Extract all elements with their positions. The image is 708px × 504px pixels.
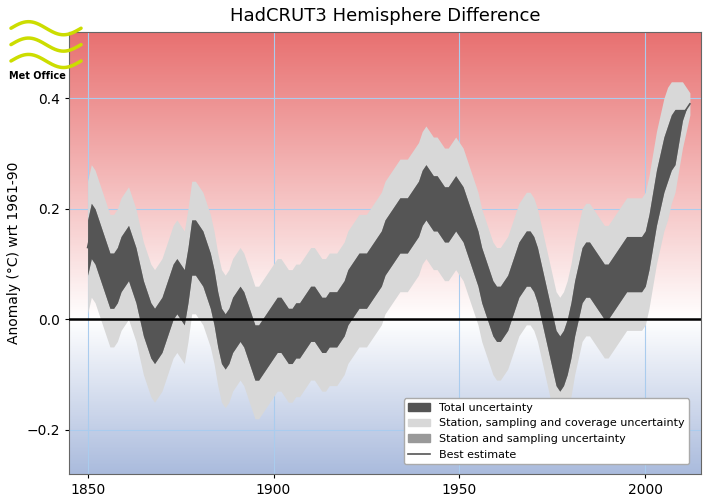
Title: HadCRUT3 Hemisphere Difference: HadCRUT3 Hemisphere Difference	[230, 7, 540, 25]
Legend: Total uncertainty, Station, sampling and coverage uncertainty, Station and sampl: Total uncertainty, Station, sampling and…	[404, 399, 689, 464]
Text: Met Office: Met Office	[9, 71, 67, 81]
Y-axis label: Anomaly (°C) wrt 1961-90: Anomaly (°C) wrt 1961-90	[7, 162, 21, 344]
